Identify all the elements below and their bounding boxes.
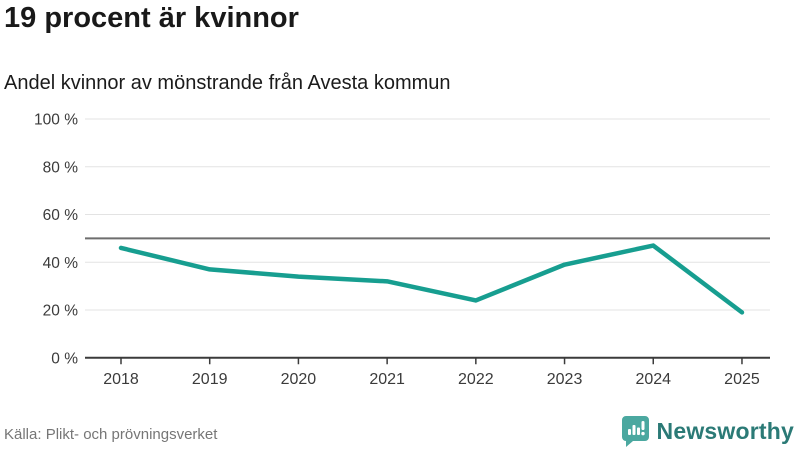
- y-tick-label: 0 %: [51, 350, 78, 367]
- x-tick-label: 2024: [635, 371, 671, 388]
- newsworthy-speech-bubble-barchart-icon: [621, 416, 649, 447]
- page-title: 19 procent är kvinnor: [4, 2, 299, 34]
- x-tick-label: 2023: [547, 371, 583, 388]
- y-tick-label: 40 %: [43, 255, 79, 272]
- x-tick-label: 2021: [369, 371, 405, 388]
- y-tick-label: 20 %: [43, 303, 79, 320]
- brand-name: Newsworthy: [656, 417, 794, 444]
- data-line-andel-kvinnor: [118, 243, 745, 315]
- y-tick-label: 60 %: [43, 207, 79, 224]
- y-tick-label: 100 %: [34, 112, 78, 129]
- x-tick-label: 2020: [281, 371, 317, 388]
- x-tick-label: 2025: [724, 371, 760, 388]
- y-tick-label: 80 %: [43, 159, 79, 176]
- x-tick-label: 2019: [192, 371, 228, 388]
- source-note: Källa: Plikt- och prövningsverket: [4, 426, 218, 443]
- chart-subtitle: Andel kvinnor av mönstrande från Avesta …: [4, 72, 451, 94]
- line-chart-svg: 0 % 20 % 40 % 60 % 80 % 100 % 2018 2019 2020 2021…: [34, 112, 770, 388]
- x-tick-label: 2018: [103, 371, 139, 388]
- x-tick-label: 2022: [458, 371, 494, 388]
- line-chart: 0 % 20 % 40 % 60 % 80 % 100 % 2018 2019 2020 2021…: [0, 110, 800, 400]
- brand-logo: Newsworthy: [621, 414, 794, 448]
